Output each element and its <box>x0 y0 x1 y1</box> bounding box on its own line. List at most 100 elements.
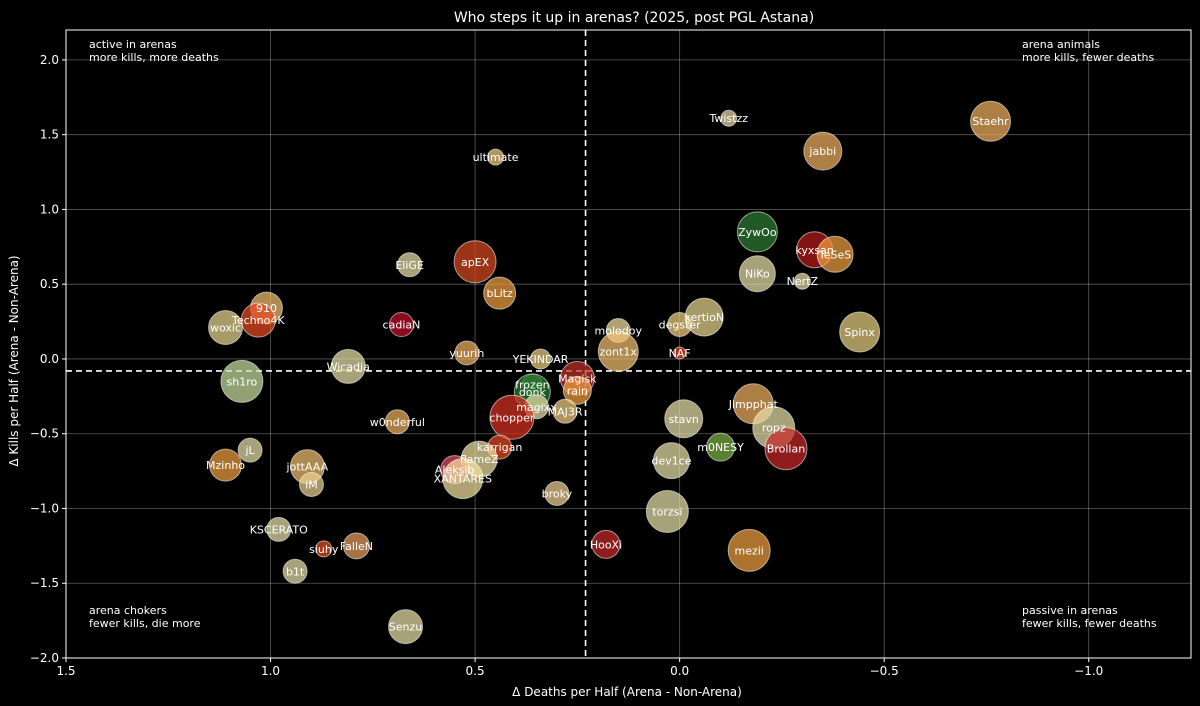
point-label: NAF <box>669 347 691 360</box>
y-tick-label: 0.0 <box>40 352 59 366</box>
point-label: w0nderful <box>370 416 425 429</box>
annotation-bottom-left-line1: arena chokers <box>89 604 167 617</box>
data-point <box>970 100 1012 142</box>
data-point <box>562 375 592 405</box>
data-point <box>442 458 484 500</box>
x-tick-label: 1.5 <box>56 664 75 678</box>
point-label: donk <box>519 386 547 399</box>
point-label: Jimpphat <box>728 398 779 411</box>
annotation-top-left-line2: more kills, more deaths <box>89 51 219 64</box>
x-tick-label: 1.0 <box>261 664 280 678</box>
point-label: stavn <box>669 413 699 426</box>
data-point <box>220 359 264 403</box>
data-point <box>330 348 366 384</box>
point-label: XANTARES <box>434 473 492 486</box>
point-label: rain <box>567 384 588 397</box>
point-label: karrigan <box>477 441 523 454</box>
point-label: 910 <box>256 302 277 315</box>
annotation-top-right-line1: arena animals <box>1022 38 1100 51</box>
point-label: Aleksib <box>435 464 475 477</box>
data-point <box>706 432 736 462</box>
data-point <box>454 340 480 366</box>
data-point <box>738 255 776 293</box>
data-point <box>209 448 243 482</box>
data-point <box>552 398 578 424</box>
point-label: EliGE <box>395 259 424 272</box>
point-label: bLitz <box>487 287 513 300</box>
point-label: ropz <box>762 422 786 435</box>
y-tick-label: 1.5 <box>40 128 59 142</box>
point-label: xertioN <box>684 311 724 324</box>
data-point <box>483 276 517 310</box>
data-point <box>645 489 689 533</box>
data-point <box>652 442 690 480</box>
point-label: jabbi <box>808 145 836 158</box>
point-label: chopper <box>489 411 534 424</box>
point-label: frozen <box>515 378 549 391</box>
data-point <box>384 409 410 435</box>
points <box>208 100 1012 645</box>
point-label: YEKINDAR <box>512 353 569 366</box>
point-label: MAJ3R <box>548 405 583 418</box>
data-point <box>727 528 771 572</box>
data-point <box>489 394 535 440</box>
point-label: magixx <box>516 401 557 414</box>
point-label: ultimate <box>473 151 519 164</box>
point-label: KSCERATO <box>250 523 308 536</box>
data-point <box>673 346 687 360</box>
plot-frame <box>65 29 1192 659</box>
point-label: Brollan <box>767 443 805 456</box>
point-label: Spinx <box>844 326 875 339</box>
y-tick-label: −0.5 <box>30 427 59 441</box>
data-point <box>530 348 552 370</box>
reference-lines <box>66 30 1191 658</box>
data-point <box>544 481 570 507</box>
point-label: dev1ce <box>651 455 691 468</box>
annotation-bottom-right-line2: fewer kills, fewer deaths <box>1022 617 1157 630</box>
data-point <box>720 109 738 127</box>
annotation-bottom-right-line1: passive in arenas <box>1022 604 1118 617</box>
point-label: NertZ <box>787 275 819 288</box>
data-point <box>684 297 724 337</box>
data-point <box>397 252 423 278</box>
annotation-top-right-line2: more kills, fewer deaths <box>1022 51 1154 64</box>
annotation-top-left-line1: active in arenas <box>89 38 177 51</box>
data-point <box>736 211 778 253</box>
annotation-bottom-left-line2: fewer kills, die more <box>89 617 201 630</box>
point-label: sh1ro <box>227 375 258 388</box>
x-tick-label: 0.0 <box>670 664 689 678</box>
point-label: cadiaN <box>383 319 421 332</box>
point-label: FalleN <box>340 540 373 553</box>
data-point <box>266 516 292 542</box>
data-point <box>803 131 843 171</box>
point-label: degster <box>659 319 702 332</box>
point-label: iM <box>305 479 318 492</box>
data-point <box>597 330 639 372</box>
point-label: Mzinho <box>206 459 245 472</box>
y-tick-label: 1.0 <box>40 202 59 216</box>
data-point <box>237 437 263 463</box>
point-labels: Staehr Twistzz jabbi ultimate ZywOo kyxsanTeS… <box>206 112 1009 633</box>
y-axis-label: Δ Kills per Half (Arena - Non-Arena) <box>7 255 21 466</box>
point-label: Techno4K <box>231 314 285 327</box>
data-point <box>315 540 333 558</box>
data-point <box>208 310 244 346</box>
data-point <box>282 558 308 584</box>
point-label: molodoy <box>595 325 643 338</box>
data-point <box>664 399 704 439</box>
point-label: ZywOo <box>738 226 777 239</box>
data-point <box>839 311 881 353</box>
point-label: jottAAA <box>286 461 329 474</box>
point-label: broky <box>542 488 573 501</box>
point-label: Staehr <box>972 115 1009 128</box>
point-label: mezii <box>734 544 763 557</box>
data-point <box>487 148 505 166</box>
data-point <box>388 312 414 338</box>
point-label: NiKo <box>745 268 770 281</box>
point-label: b1t <box>286 565 305 578</box>
point-label: Senzu <box>389 621 422 634</box>
point-label: Magisk <box>558 372 597 385</box>
y-tick-label: 0.5 <box>40 277 59 291</box>
